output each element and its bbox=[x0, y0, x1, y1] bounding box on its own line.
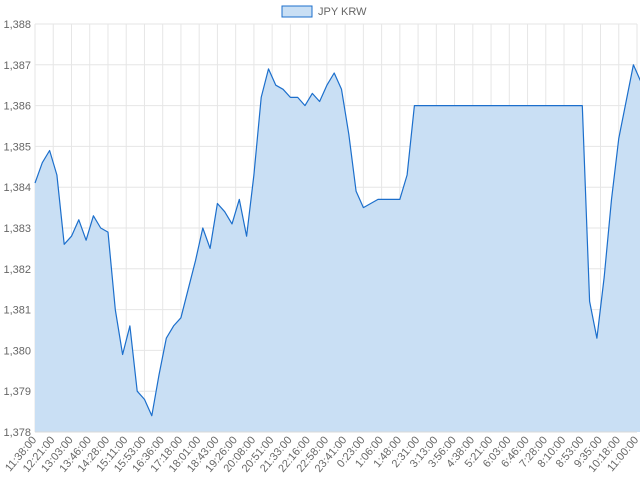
y-tick-label: 1,383 bbox=[3, 223, 31, 235]
y-tick-label: 1,386 bbox=[3, 101, 31, 113]
y-tick-label: 1,378 bbox=[3, 427, 31, 439]
y-tick-label: 1,385 bbox=[3, 141, 31, 153]
y-tick-label: 1,388 bbox=[3, 19, 31, 31]
y-tick-label: 1,379 bbox=[3, 386, 31, 398]
y-tick-label: 1,380 bbox=[3, 345, 31, 357]
series-area-fill bbox=[35, 64, 640, 432]
legend-label[interactable]: JPY KRW bbox=[318, 6, 367, 18]
y-tick-label: 1,384 bbox=[3, 182, 31, 194]
y-tick-label: 1,387 bbox=[3, 60, 31, 72]
legend[interactable]: JPY KRW bbox=[281, 5, 367, 18]
plot-area bbox=[34, 64, 640, 432]
y-tick-label: 1,382 bbox=[3, 264, 31, 276]
y-tick-label: 1,381 bbox=[3, 305, 31, 317]
legend-swatch[interactable] bbox=[281, 5, 313, 18]
series-line bbox=[34, 64, 640, 417]
